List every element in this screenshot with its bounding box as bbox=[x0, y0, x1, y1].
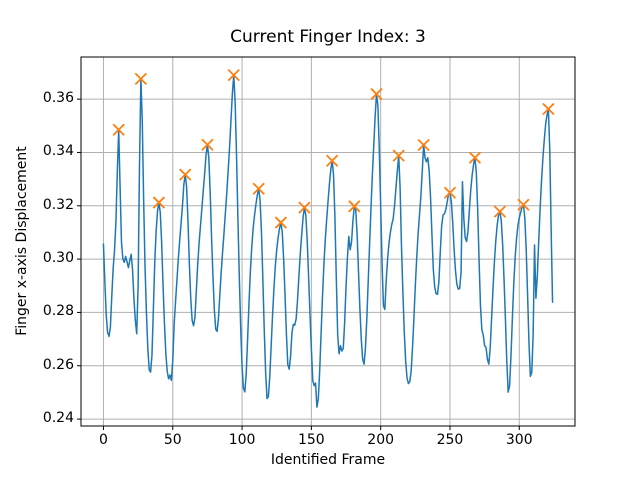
x-tick-label: 150 bbox=[297, 432, 325, 448]
axes-spines bbox=[80, 56, 576, 427]
y-tick-label: 0.36 bbox=[42, 90, 74, 107]
peak-marker-icon bbox=[179, 168, 192, 181]
peak-marker-icon bbox=[348, 200, 361, 213]
peak-marker-icon bbox=[468, 151, 482, 164]
y-tick-label: 0.26 bbox=[42, 356, 74, 373]
peak-marker-icon bbox=[152, 196, 166, 209]
peak-marker-icon bbox=[134, 72, 148, 85]
x-axis-label: Identified Frame bbox=[270, 452, 386, 468]
peak-marker-icon bbox=[274, 216, 288, 229]
x-tick-label: 200 bbox=[367, 432, 395, 448]
y-tick-label: 0.30 bbox=[42, 250, 74, 267]
x-tick-label: 300 bbox=[505, 432, 533, 448]
y-tick-label: 0.28 bbox=[42, 303, 74, 320]
x-tick-label: 100 bbox=[228, 432, 256, 448]
peak-marker-icon bbox=[417, 138, 430, 152]
peak-marker-icon bbox=[517, 198, 530, 211]
peak-marker-icon bbox=[201, 138, 214, 151]
peak-marker-icon bbox=[227, 68, 240, 82]
displacement-line bbox=[102, 74, 554, 408]
y-tick-label: 0.34 bbox=[42, 143, 74, 160]
peak-marker-icon bbox=[542, 102, 555, 116]
peak-marker-icon bbox=[392, 149, 405, 162]
peak-marker-icon bbox=[112, 123, 125, 136]
peak-marker-icon bbox=[252, 182, 265, 195]
peak-marker-icon bbox=[326, 154, 339, 167]
peak-marker-icon bbox=[493, 205, 507, 218]
peak-marker-icon bbox=[443, 186, 457, 199]
x-tick-label: 250 bbox=[436, 432, 464, 448]
x-tick-label: 0 bbox=[98, 432, 108, 448]
peak-marker-icon bbox=[370, 87, 383, 101]
y-tick-label: 0.32 bbox=[42, 196, 74, 213]
peak-marker-icon bbox=[298, 201, 311, 214]
x-tick-label: 50 bbox=[163, 432, 182, 448]
chart-title: Current Finger Index: 3 bbox=[230, 27, 426, 47]
y-tick-label: 0.24 bbox=[42, 410, 74, 427]
